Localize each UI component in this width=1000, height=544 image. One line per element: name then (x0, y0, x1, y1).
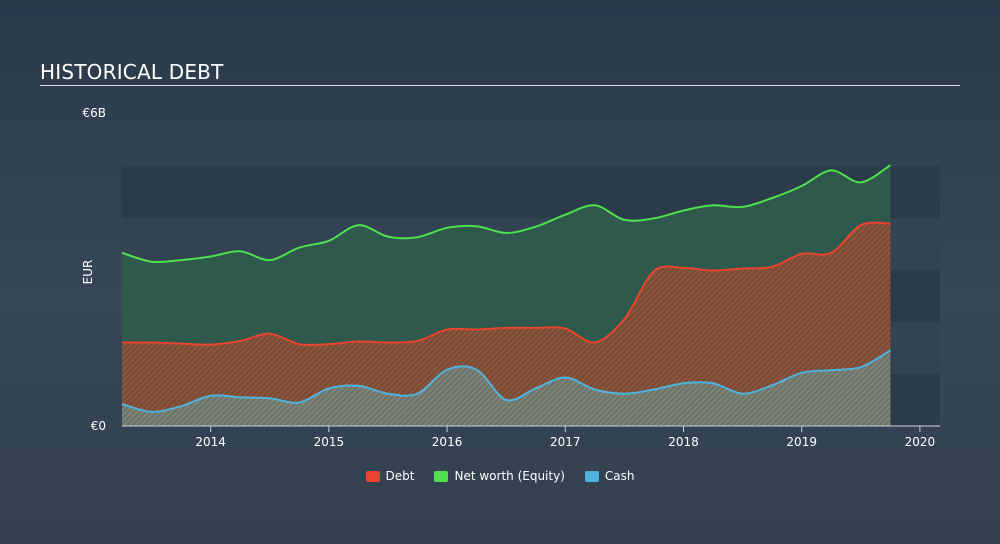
debt-line (121, 221, 891, 346)
legend-label: Debt (385, 469, 415, 483)
equity-line (121, 164, 891, 264)
cash-line (121, 349, 891, 413)
x-tick-label-2015: 2015 (314, 435, 345, 449)
legend-swatch (434, 470, 449, 482)
plot-axes: 2014 2015 2016 2017 2018 2019 2020 €6B €0 (82, 106, 940, 449)
legend-item-2[interactable]: Cash (584, 469, 635, 483)
legend-swatch (365, 470, 380, 482)
chart-legend: Debt Net worth (Equity) Cash (0, 469, 1000, 483)
title-divider (40, 85, 960, 86)
plot-areas (122, 165, 891, 426)
legend-label: Cash (604, 469, 635, 483)
legend-label: Net worth (Equity) (454, 469, 565, 483)
y-tick-label: €0 (91, 419, 106, 433)
x-tick-label-2014: 2014 (195, 435, 226, 449)
x-tick-label-2019: 2019 (786, 435, 817, 449)
debt-area (122, 222, 891, 426)
legend-item-1[interactable]: Net worth (Equity) (434, 469, 565, 483)
x-tick-label-2016: 2016 (432, 435, 463, 449)
x-tick-label-2020: 2020 (905, 435, 936, 449)
cash-area (122, 350, 891, 426)
legend-item-0[interactable]: Debt (365, 469, 415, 483)
x-tick-label-2018: 2018 (668, 435, 699, 449)
x-tick-label-2017: 2017 (550, 435, 581, 449)
y-tick-label: €6B (82, 106, 106, 120)
y-axis-label: EUR (81, 260, 95, 285)
legend-swatch (584, 470, 599, 482)
chart-title: HISTORICAL DEBT (40, 60, 224, 84)
plot-lines (121, 164, 891, 413)
